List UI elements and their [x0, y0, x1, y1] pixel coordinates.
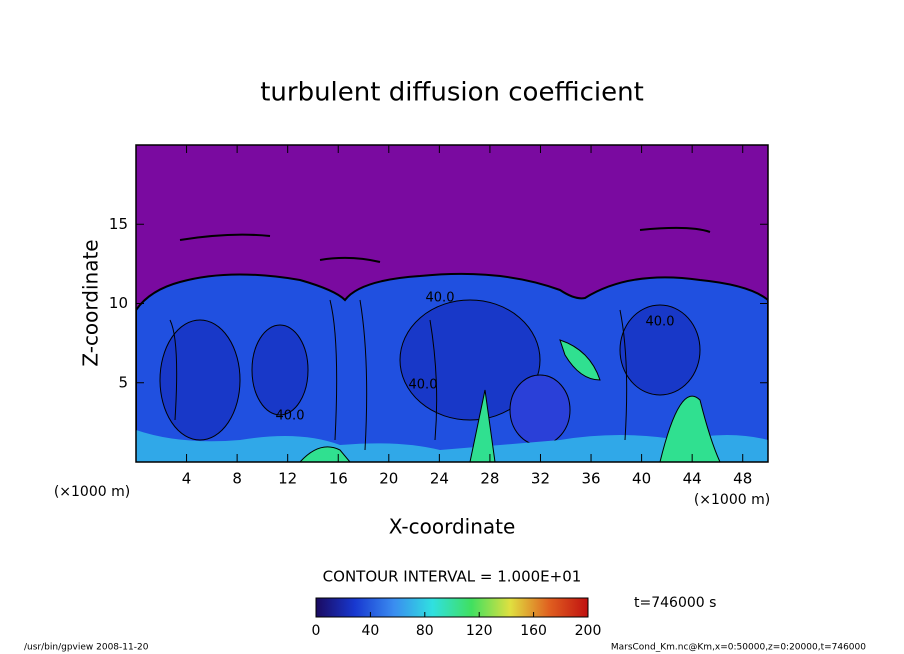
- x-tick-label: 40: [632, 470, 651, 488]
- colorbar-tick-label: 200: [575, 623, 602, 639]
- x-tick-label: 32: [531, 470, 550, 488]
- x-tick-label: 44: [683, 470, 702, 488]
- contour-interval: CONTOUR INTERVAL = 1.000E+01: [323, 568, 582, 586]
- x-tick-label: 12: [278, 470, 297, 488]
- footer-left: /usr/bin/gpview 2008-11-20: [24, 643, 149, 653]
- x-tick-label: 16: [329, 470, 348, 488]
- y-tick-label: 10: [109, 294, 128, 312]
- high-patch: [299, 339, 721, 462]
- contour-label: 40.0: [409, 378, 438, 393]
- colorbar-tick-label: 80: [416, 623, 434, 639]
- contour-line: [179, 226, 711, 263]
- eddy: [619, 304, 701, 396]
- colorbar: [315, 597, 589, 618]
- contour-field: [136, 145, 768, 462]
- x-tick-label: 36: [581, 470, 600, 488]
- contour-line: [169, 299, 628, 451]
- y-axis-label: Z-coordinate: [79, 239, 103, 366]
- contour-label: 40.0: [276, 409, 305, 424]
- time-label: t=746000 s: [634, 595, 716, 611]
- eddy: [159, 319, 241, 441]
- x-tick-label: 28: [480, 470, 499, 488]
- y-tick-label: 5: [118, 373, 128, 391]
- colorbar-tick-label: 40: [361, 623, 379, 639]
- x-unit-left: (×1000 m): [54, 484, 130, 500]
- lower-layer: [136, 430, 768, 462]
- x-unit-right: (×1000 m): [694, 492, 770, 508]
- x-tick-label: 24: [430, 470, 449, 488]
- contour-label: 40.0: [426, 291, 455, 306]
- y-tick-label: 15: [109, 215, 128, 233]
- colorbar-tick-label: 160: [520, 623, 547, 639]
- chart-title: turbulent diffusion coefficient: [260, 78, 644, 108]
- colorbar-tick-label: 120: [466, 623, 493, 639]
- x-axis-label: X-coordinate: [389, 515, 516, 539]
- x-tick-label: 4: [182, 470, 192, 488]
- colorbar-tick-label: 0: [312, 623, 321, 639]
- x-tick-label: 8: [232, 470, 242, 488]
- footer-right: MarsCond_Km.nc@Km,x=0:50000,z=0:20000,t=…: [611, 643, 866, 653]
- eddy: [251, 324, 309, 416]
- x-tick-label: 20: [379, 470, 398, 488]
- x-tick-label: 48: [733, 470, 752, 488]
- eddy: [509, 374, 571, 446]
- contour-label: 40.0: [646, 315, 675, 330]
- eddy: [399, 299, 541, 421]
